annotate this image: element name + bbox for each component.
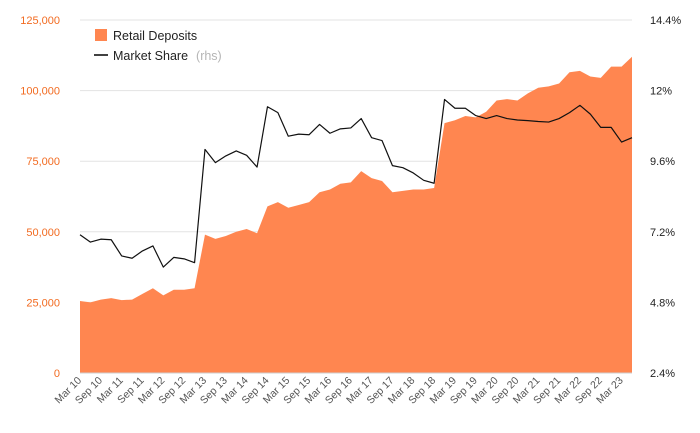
- y-tick-label: 125,000: [20, 15, 60, 27]
- y-tick-label: 25,000: [26, 297, 60, 309]
- y-tick-label: 0: [54, 368, 60, 380]
- y2-tick-label: 7.2%: [650, 227, 675, 239]
- legend-market-share-label: Market Share (rhs): [113, 47, 222, 64]
- y2-tick-label: 4.8%: [650, 297, 675, 309]
- market-share-line: [79, 98, 633, 268]
- legend-market-share-name: Market Share: [113, 49, 188, 63]
- y-tick-label: 50,000: [26, 227, 60, 239]
- retail-deposits-area-layer: [80, 56, 632, 374]
- y2-tick-label: 12%: [650, 86, 672, 98]
- legend: Retail Deposits Market Share (rhs): [94, 29, 222, 64]
- retail-deposits-area: [80, 56, 632, 374]
- legend-market-share-suffix: (rhs): [196, 49, 222, 63]
- y2-tick-label: 14.4%: [650, 15, 681, 27]
- y-tick-label: 75,000: [26, 156, 60, 168]
- y2-tick-label: 2.4%: [650, 368, 675, 380]
- legend-retail-deposits-swatch: [95, 29, 107, 41]
- y-tick-label: 100,000: [20, 86, 60, 98]
- y2-tick-label: 9.6%: [650, 156, 675, 168]
- market-share-line-layer: [79, 98, 633, 268]
- legend-retail-deposits-label: Retail Deposits: [113, 29, 197, 43]
